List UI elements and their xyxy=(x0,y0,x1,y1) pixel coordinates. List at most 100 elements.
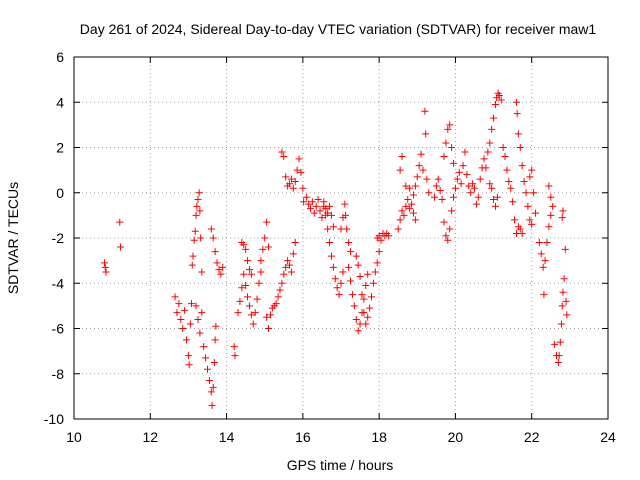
data-point xyxy=(240,241,248,249)
data-point xyxy=(116,218,124,226)
data-point xyxy=(345,239,353,247)
data-point xyxy=(245,302,253,310)
data-point xyxy=(442,232,450,240)
data-point xyxy=(287,268,295,276)
data-point xyxy=(518,229,526,237)
data-point xyxy=(350,302,358,310)
data-point xyxy=(293,166,301,174)
data-point xyxy=(244,293,252,301)
data-point xyxy=(364,270,372,278)
data-point xyxy=(278,148,286,156)
y-tick-label: -8 xyxy=(52,366,65,382)
data-point xyxy=(240,270,248,278)
data-point xyxy=(402,182,410,190)
data-point xyxy=(408,200,416,208)
data-point xyxy=(559,288,567,296)
data-point xyxy=(415,162,423,170)
data-point xyxy=(558,302,566,310)
data-point xyxy=(360,295,368,303)
data-point xyxy=(183,336,191,344)
data-point xyxy=(204,365,211,373)
data-point xyxy=(511,216,519,224)
data-point xyxy=(231,352,239,360)
data-point xyxy=(274,293,282,301)
data-point xyxy=(196,207,204,215)
data-point xyxy=(505,177,513,185)
data-point xyxy=(495,91,503,99)
data-point xyxy=(257,268,265,276)
data-point xyxy=(291,239,299,247)
data-point xyxy=(465,182,473,190)
data-point xyxy=(543,239,551,247)
data-point xyxy=(318,214,326,222)
data-point xyxy=(188,261,196,269)
data-point xyxy=(329,223,337,231)
data-point xyxy=(413,173,421,181)
data-point xyxy=(261,234,269,242)
data-point xyxy=(208,401,216,409)
data-point xyxy=(463,171,471,179)
data-point xyxy=(305,200,313,208)
data-point xyxy=(101,259,109,267)
data-point xyxy=(448,207,456,215)
data-point xyxy=(425,189,433,197)
data-point xyxy=(457,180,465,188)
data-point xyxy=(444,125,452,133)
data-point xyxy=(560,275,568,283)
y-tick-label: 2 xyxy=(56,140,64,156)
chart-title: Day 261 of 2024, Sidereal Day-to-day VTE… xyxy=(80,21,597,37)
data-point xyxy=(398,207,406,215)
data-point xyxy=(299,184,307,192)
data-point xyxy=(209,383,217,391)
data-point xyxy=(491,101,499,109)
data-point xyxy=(484,148,492,156)
data-point xyxy=(528,220,536,228)
data-point xyxy=(280,153,288,161)
data-point xyxy=(314,196,322,204)
data-point xyxy=(530,189,538,197)
data-point xyxy=(369,279,377,287)
data-point xyxy=(400,211,408,219)
data-point xyxy=(234,309,242,317)
data-point xyxy=(215,266,223,274)
data-point xyxy=(547,193,555,201)
data-point xyxy=(488,184,496,192)
data-point xyxy=(448,144,456,151)
data-point xyxy=(540,291,548,299)
data-point xyxy=(247,311,255,319)
data-point xyxy=(278,279,286,287)
data-point xyxy=(238,284,246,292)
data-point xyxy=(205,377,213,385)
data-point xyxy=(213,259,221,267)
x-tick-label: 24 xyxy=(600,429,616,445)
data-point xyxy=(472,200,480,208)
data-point xyxy=(497,96,505,104)
data-point xyxy=(333,284,341,292)
data-point xyxy=(184,352,192,360)
data-point xyxy=(422,130,430,138)
data-point xyxy=(358,291,366,299)
data-point xyxy=(200,343,208,351)
data-point xyxy=(419,166,427,174)
data-point xyxy=(396,166,404,174)
data-point xyxy=(312,202,320,210)
x-tick-label: 22 xyxy=(524,429,540,445)
data-point xyxy=(347,248,355,256)
data-point xyxy=(501,153,509,161)
x-tick-label: 20 xyxy=(448,429,464,445)
data-point xyxy=(518,162,526,170)
data-point xyxy=(440,218,448,226)
data-point xyxy=(352,252,360,260)
data-point xyxy=(186,320,194,328)
y-tick-label: -4 xyxy=(52,275,65,291)
data-point xyxy=(528,166,536,174)
y-tick-label: -2 xyxy=(52,230,65,246)
data-point xyxy=(556,338,564,346)
data-point xyxy=(242,282,250,290)
data-point xyxy=(173,309,181,317)
data-point xyxy=(453,175,461,183)
data-point xyxy=(194,315,202,323)
data-point xyxy=(276,286,284,294)
data-point xyxy=(537,250,545,258)
data-point xyxy=(430,193,438,201)
